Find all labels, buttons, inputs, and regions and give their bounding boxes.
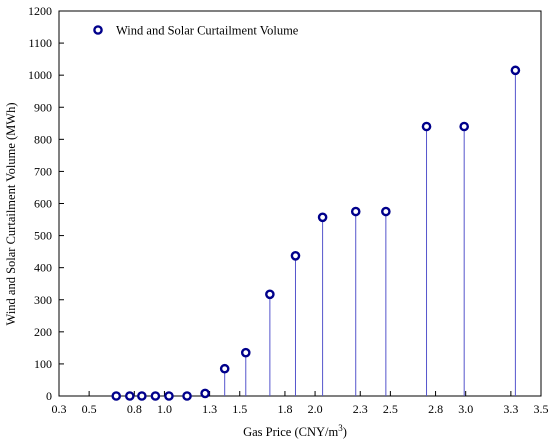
- x-tick-label: 1.0: [157, 402, 172, 416]
- y-tick-label: 200: [34, 325, 52, 339]
- data-point: [200, 388, 210, 399]
- y-tick-label: 0: [46, 389, 52, 403]
- y-tick-label: 700: [34, 164, 52, 178]
- data-point: [164, 391, 174, 401]
- data-points: [111, 65, 521, 401]
- data-point: [421, 121, 432, 132]
- y-axis-title: Wind and Solar Curtailment Volume (MWh): [4, 103, 18, 326]
- x-tick-label: 3.5: [534, 402, 549, 416]
- x-tick-label: 2.0: [308, 402, 323, 416]
- data-point: [290, 250, 301, 261]
- y-tick-label: 900: [34, 100, 52, 114]
- plot-frame: [58, 10, 542, 397]
- data-point: [182, 391, 192, 401]
- x-tick-label: 1.3: [202, 402, 217, 416]
- axes: 0 100 200 300 400 500 600 700 800 900 1000 1100 1200…: [28, 4, 549, 416]
- data-point: [350, 206, 361, 217]
- x-tick-label: 3.3: [503, 402, 518, 416]
- y-tick-label: 300: [34, 293, 52, 307]
- data-point: [124, 391, 135, 401]
- x-tick-label: 0.5: [82, 402, 97, 416]
- y-tick-label: 400: [34, 261, 52, 275]
- legend-marker: [93, 25, 103, 35]
- data-point: [219, 363, 230, 374]
- data-point: [459, 121, 469, 132]
- data-point: [111, 391, 122, 401]
- x-tick-label: 1.5: [232, 402, 247, 416]
- data-point: [137, 391, 147, 401]
- legend-label: Wind and Solar Curtailment Volume: [116, 24, 299, 38]
- x-tick-label: 0.8: [127, 402, 142, 416]
- data-point: [240, 347, 251, 358]
- data-point: [381, 206, 391, 217]
- x-tick-label: 2.5: [383, 402, 398, 416]
- x-tick-label: 2.8: [428, 402, 443, 416]
- x-tick-label: 0.3: [52, 402, 67, 416]
- y-tick-label: 600: [34, 197, 52, 211]
- y-tick-label: 100: [34, 357, 52, 371]
- legend: Wind and Solar Curtailment Volume: [93, 24, 299, 38]
- data-point: [150, 391, 161, 401]
- data-point: [510, 65, 521, 76]
- y-tick-label: 1100: [28, 36, 52, 50]
- x-axis-title: Gas Price (CNY/m3): [243, 423, 347, 439]
- y-tick-label: 1000: [28, 68, 52, 82]
- data-point: [265, 289, 275, 300]
- x-tick-label: 3.0: [458, 402, 473, 416]
- stems: [204, 70, 516, 396]
- data-point: [317, 212, 328, 223]
- y-tick-label: 500: [34, 229, 52, 243]
- y-tick-label: 800: [34, 132, 52, 146]
- y-tick-label: 1200: [28, 4, 52, 18]
- x-tick-label: 2.3: [353, 402, 368, 416]
- x-tick-label: 1.8: [277, 402, 292, 416]
